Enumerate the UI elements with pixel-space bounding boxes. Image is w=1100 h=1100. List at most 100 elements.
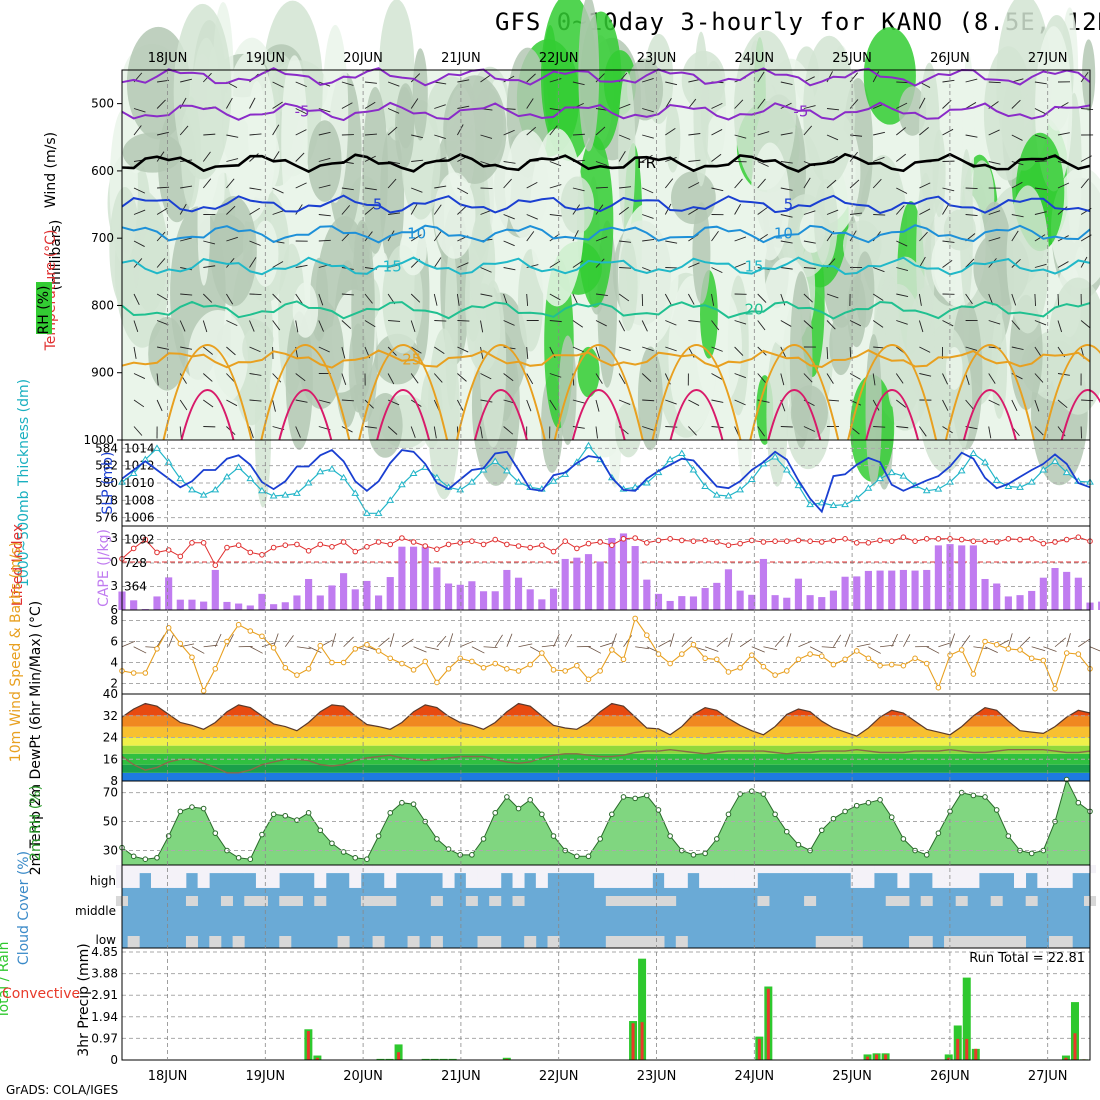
wind-barb [919,97,926,109]
wind-barb [826,108,839,111]
slp-marker [806,500,814,508]
rh-shading [614,402,642,458]
wind-barb [988,161,1001,165]
temperature-contour-35 [376,389,431,441]
wind-barb [711,320,720,331]
wind-barb [480,134,493,139]
temperature-contour-35 [669,389,724,441]
rh2m-marker [690,852,697,858]
wind-barb [564,634,573,647]
wind-speed-marker [679,651,685,657]
wind-barb [364,206,375,215]
wind-barb [410,203,418,215]
rh2m-marker [410,801,417,807]
rh-shading [187,309,248,407]
wind10m-axis-label: 10m Wind Speed & Barbs (m/s) [8,542,24,762]
wind-barb [226,399,238,407]
day-label-bottom: 22JUN [539,1069,579,1084]
precip-total-bar [421,1058,430,1060]
cloud-high-clear [442,865,455,888]
wind-barb [295,426,301,438]
wind-barb [295,129,307,136]
wind-barb [826,399,839,402]
wind-barb [410,426,416,438]
wind-barb [896,240,908,247]
pressure-tick-label: 500 [91,97,114,111]
wind-barb [387,108,400,114]
wind-barb [896,187,908,194]
wind-barb [1011,230,1019,242]
wind-barb [688,159,701,162]
cape-bar [969,545,977,610]
lifted-index-marker [574,545,580,552]
slp-tick: 1010 [124,476,155,490]
wind-speed-marker [702,655,708,662]
wind-barb [803,76,815,83]
rh2m-marker [480,836,487,842]
wind-barb [295,293,303,305]
cape-tick: 364 [124,579,147,593]
wind-speed-marker [935,684,942,691]
wind-barb [284,635,294,647]
lifted-index-marker [597,539,603,545]
rh2m-marker [842,808,848,815]
slp-marker [153,444,161,451]
wind-speed-marker [1028,655,1035,662]
cloud-high-clear [804,865,817,874]
li-tick: 3 [110,579,118,593]
slp-marker [293,489,301,496]
precip-total-bar [1070,1002,1079,1060]
cloud-high-clear [769,865,782,874]
cloud-high-clear [209,865,222,874]
wind-barb [595,346,601,359]
cape-bar [783,597,791,610]
rh2m-marker [830,815,837,822]
rh-shading [843,220,882,272]
wind-barb [734,373,747,379]
temp-band [122,737,1090,746]
cloud-high-clear [582,865,595,874]
lifted-index-marker [842,536,848,542]
cape-bar [456,584,464,610]
cape-bar [993,583,1001,610]
wind-barb [665,128,676,136]
cape-bar [305,578,313,610]
cape-bar [130,600,138,610]
wind-barb [849,320,862,327]
precip-tick: 0.97 [91,1031,118,1045]
wind-barb [1034,263,1047,268]
cloud-high-clear [617,865,630,888]
wind-barb [711,373,723,380]
wind-barb [734,178,743,189]
wind-barb [1089,646,1100,652]
precip-convective-bar [974,1048,978,1060]
lifted-index-marker [457,540,464,546]
cloud-high-clear [932,865,945,888]
slp-marker [887,468,896,476]
wind-barb [1011,134,1023,141]
wind-barb [595,161,608,166]
wind-barb [1057,132,1070,136]
rh2m-marker [632,795,638,802]
wind-barb [873,156,885,162]
wind-barb [214,633,222,647]
temperature-contour [121,152,1091,174]
cloud-middle-clear [804,896,817,906]
rh2m-marker [305,810,312,816]
cloud-high-clear [395,865,408,874]
day-label-bottom: 19JUN [245,1069,285,1084]
cloud-high-clear [652,865,665,874]
wind-barb [226,178,235,189]
lifted-index-marker [340,539,347,545]
contour-label: 10 [407,224,426,242]
lifted-index-marker [399,535,405,541]
wind-barb [433,373,443,383]
wind-barb [456,293,460,306]
cloud-high-clear [1037,865,1050,888]
cloud-high-clear [734,865,747,888]
wind-barb [988,210,1001,215]
wind-barb [526,98,534,109]
lifted-index-marker [270,544,277,551]
wind-barb [157,186,170,189]
wind-barb [1057,206,1068,215]
